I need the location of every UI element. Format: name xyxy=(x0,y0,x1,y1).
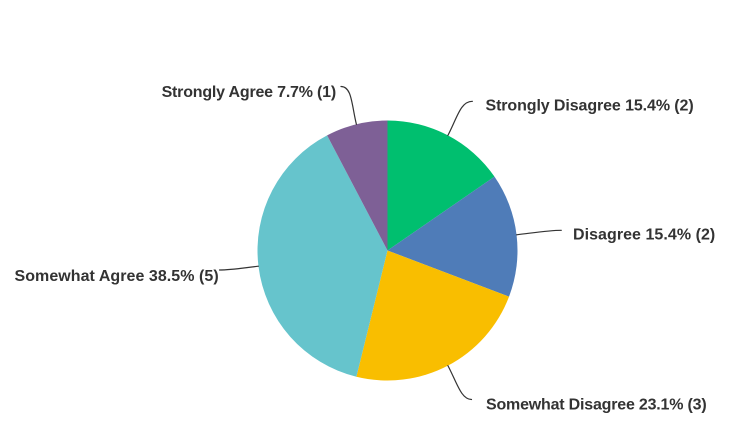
svg-text:Strongly Disagree 15.4% (2): Strongly Disagree 15.4% (2) xyxy=(486,98,694,115)
svg-text:Strongly Agree 7.7% (1): Strongly Agree 7.7% (1) xyxy=(162,84,336,101)
svg-text:Somewhat Agree 38.5% (5): Somewhat Agree 38.5% (5) xyxy=(15,268,219,285)
svg-text:Somewhat Disagree 23.1% (3): Somewhat Disagree 23.1% (3) xyxy=(486,397,706,414)
svg-text:Disagree 15.4% (2): Disagree 15.4% (2) xyxy=(573,227,715,244)
